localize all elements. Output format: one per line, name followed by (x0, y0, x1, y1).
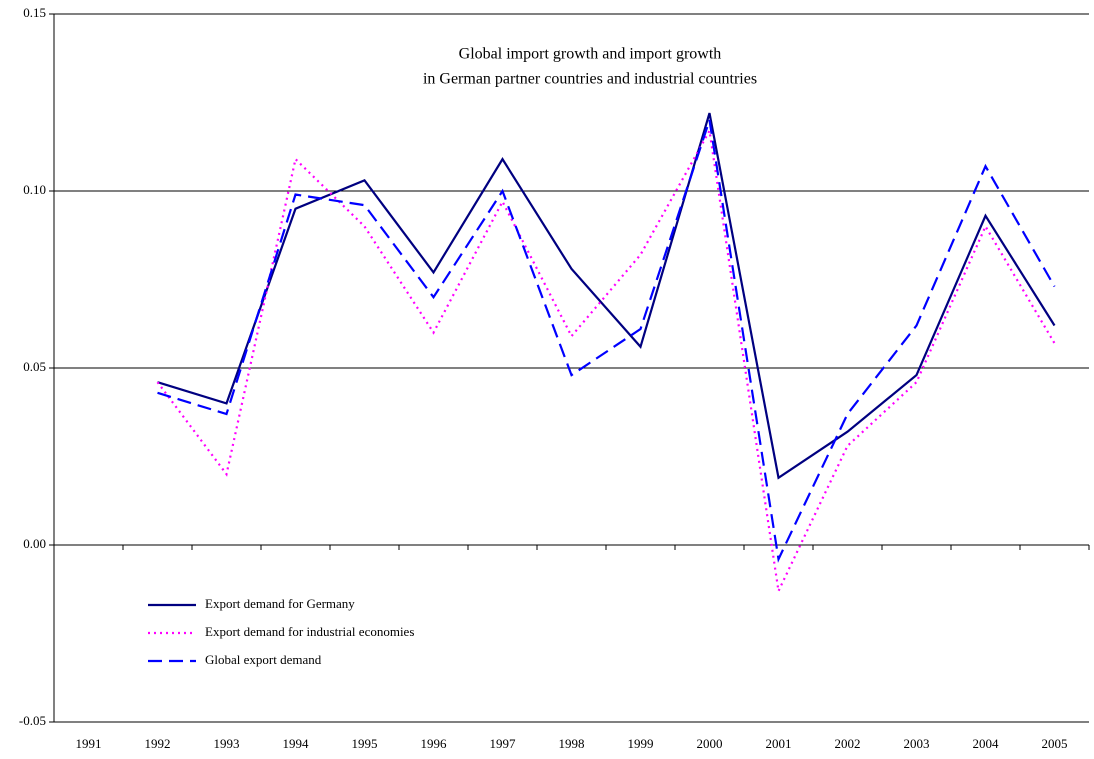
x-tick-label: 2003 (904, 736, 930, 751)
x-tick-label: 2001 (766, 736, 792, 751)
x-tick-label: 1997 (490, 736, 517, 751)
series-line (157, 119, 1056, 563)
legend-label: Export demand for Germany (205, 596, 355, 611)
y-tick-label: 0.00 (23, 536, 46, 551)
chart-subtitle: in German partner countries and industri… (423, 71, 757, 88)
x-tick-label: 2005 (1042, 736, 1068, 751)
legend-label: Global export demand (205, 652, 322, 667)
y-tick-label: 0.10 (23, 182, 46, 197)
y-tick-label: 0.15 (23, 5, 46, 20)
x-tick-label: 1992 (145, 736, 171, 751)
x-tick-label: 1995 (352, 736, 378, 751)
x-tick-label: 2000 (697, 736, 723, 751)
chart-title: Global import growth and import growth (459, 46, 722, 63)
x-tick-label: 1994 (283, 736, 310, 751)
x-tick-label: 1996 (421, 736, 448, 751)
series-line (157, 112, 1056, 480)
y-tick-label: -0.05 (19, 713, 46, 728)
x-tick-label: 2002 (835, 736, 861, 751)
x-tick-label: 1991 (76, 736, 102, 751)
x-tick-label: 1999 (628, 736, 654, 751)
y-tick-label: 0.05 (23, 359, 46, 374)
series-line (156, 127, 1056, 595)
x-tick-label: 1993 (214, 736, 240, 751)
legend-label: Export demand for industrial economies (205, 624, 414, 639)
x-tick-label: 2004 (973, 736, 1000, 751)
x-tick-label: 1998 (559, 736, 585, 751)
